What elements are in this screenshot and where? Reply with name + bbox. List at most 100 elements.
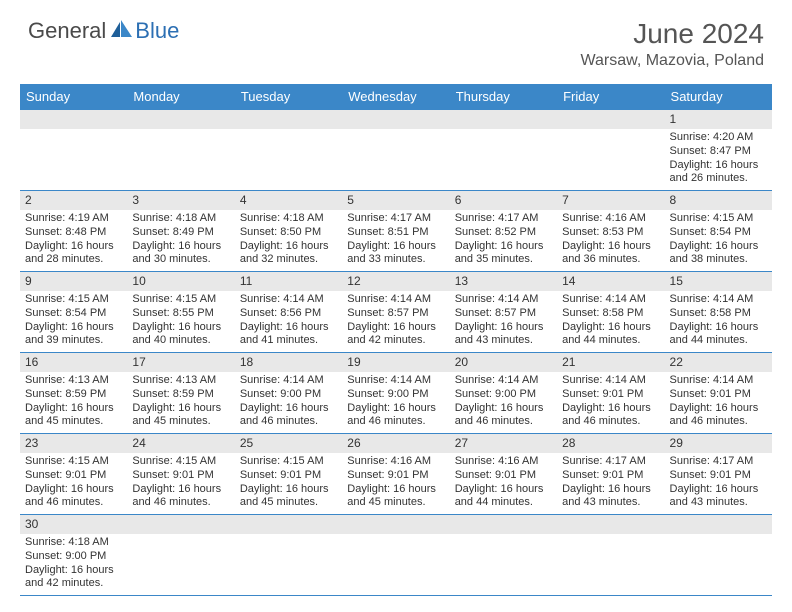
sunrise-text: Sunrise: 4:16 AM <box>562 212 659 226</box>
daylight-text-2: and 44 minutes. <box>562 334 659 348</box>
day-header: Thursday <box>450 84 557 110</box>
day-details: Sunrise: 4:20 AMSunset: 8:47 PMDaylight:… <box>665 129 772 190</box>
day-details: Sunrise: 4:14 AMSunset: 8:57 PMDaylight:… <box>450 291 557 352</box>
calendar-table: Sunday Monday Tuesday Wednesday Thursday… <box>20 84 772 596</box>
day-number: 16 <box>20 353 127 372</box>
day-details: Sunrise: 4:15 AMSunset: 8:54 PMDaylight:… <box>20 291 127 352</box>
sunset-text: Sunset: 9:01 PM <box>670 388 767 402</box>
calendar-day-cell: 20Sunrise: 4:14 AMSunset: 9:00 PMDayligh… <box>450 353 557 434</box>
daylight-text-2: and 44 minutes. <box>455 496 552 510</box>
sunset-text: Sunset: 9:01 PM <box>132 469 229 483</box>
day-number: 15 <box>665 272 772 291</box>
sunset-text: Sunset: 9:01 PM <box>25 469 122 483</box>
calendar-day-cell: 8Sunrise: 4:15 AMSunset: 8:54 PMDaylight… <box>665 191 772 272</box>
brand-logo: General Blue <box>28 18 179 44</box>
day-number: 3 <box>127 191 234 210</box>
calendar-week-row: 30Sunrise: 4:18 AMSunset: 9:00 PMDayligh… <box>20 515 772 596</box>
calendar-day-cell <box>450 515 557 596</box>
logo-sail-icon <box>111 20 133 43</box>
daylight-text: Daylight: 16 hours <box>132 402 229 416</box>
daylight-text: Daylight: 16 hours <box>25 321 122 335</box>
day-number: 13 <box>450 272 557 291</box>
sunrise-text: Sunrise: 4:17 AM <box>455 212 552 226</box>
sunrise-text: Sunrise: 4:18 AM <box>240 212 337 226</box>
day-number: 8 <box>665 191 772 210</box>
sunset-text: Sunset: 8:52 PM <box>455 226 552 240</box>
sunset-text: Sunset: 9:01 PM <box>347 469 444 483</box>
day-details: Sunrise: 4:14 AMSunset: 9:01 PMDaylight:… <box>665 372 772 433</box>
sunset-text: Sunset: 9:00 PM <box>455 388 552 402</box>
calendar-day-cell: 2Sunrise: 4:19 AMSunset: 8:48 PMDaylight… <box>20 191 127 272</box>
sunset-text: Sunset: 8:54 PM <box>25 307 122 321</box>
day-number: 23 <box>20 434 127 453</box>
day-details: Sunrise: 4:13 AMSunset: 8:59 PMDaylight:… <box>127 372 234 433</box>
daylight-text-2: and 43 minutes. <box>455 334 552 348</box>
month-title: June 2024 <box>581 18 764 50</box>
daylight-text: Daylight: 16 hours <box>562 321 659 335</box>
daylight-text: Daylight: 16 hours <box>25 564 122 578</box>
calendar-day-cell: 29Sunrise: 4:17 AMSunset: 9:01 PMDayligh… <box>665 434 772 515</box>
daylight-text: Daylight: 16 hours <box>25 402 122 416</box>
sunrise-text: Sunrise: 4:15 AM <box>670 212 767 226</box>
calendar-day-cell <box>557 515 664 596</box>
sunrise-text: Sunrise: 4:20 AM <box>670 131 767 145</box>
sunrise-text: Sunrise: 4:17 AM <box>670 455 767 469</box>
day-number: 6 <box>450 191 557 210</box>
day-number: 18 <box>235 353 342 372</box>
calendar-week-row: 23 Sunrise: 4:15 AMSunset: 9:01 PMDayligh… <box>20 434 772 515</box>
day-details: Sunrise: 4:13 AMSunset: 8:59 PMDaylight:… <box>20 372 127 433</box>
sunset-text: Sunset: 8:50 PM <box>240 226 337 240</box>
location-text: Warsaw, Mazovia, Poland <box>581 52 764 70</box>
daylight-text: Daylight: 16 hours <box>25 240 122 254</box>
calendar-day-cell <box>450 110 557 191</box>
day-details: Sunrise: 4:18 AMSunset: 8:50 PMDaylight:… <box>235 210 342 271</box>
daylight-text-2: and 44 minutes. <box>670 334 767 348</box>
day-number: 14 <box>557 272 664 291</box>
sunrise-text: Sunrise: 4:16 AM <box>455 455 552 469</box>
sunset-text: Sunset: 8:54 PM <box>670 226 767 240</box>
daylight-text: Daylight: 16 hours <box>240 402 337 416</box>
day-details: Sunrise: 4:17 AMSunset: 9:01 PMDaylight:… <box>557 453 664 514</box>
calendar-day-cell: 16Sunrise: 4:13 AMSunset: 8:59 PMDayligh… <box>20 353 127 434</box>
daylight-text: Daylight: 16 hours <box>455 402 552 416</box>
calendar-day-cell: 21Sunrise: 4:14 AMSunset: 9:01 PMDayligh… <box>557 353 664 434</box>
sunset-text: Sunset: 9:01 PM <box>562 469 659 483</box>
day-details: Sunrise: 4:14 AMSunset: 9:00 PMDaylight:… <box>342 372 449 433</box>
sunset-text: Sunset: 9:01 PM <box>455 469 552 483</box>
daylight-text-2: and 35 minutes. <box>455 253 552 267</box>
day-number: 28 <box>557 434 664 453</box>
daylight-text-2: and 41 minutes. <box>240 334 337 348</box>
daylight-text-2: and 32 minutes. <box>240 253 337 267</box>
sunset-text: Sunset: 8:59 PM <box>25 388 122 402</box>
day-number: 9 <box>20 272 127 291</box>
daylight-text: Daylight: 16 hours <box>347 321 444 335</box>
day-header: Sunday <box>20 84 127 110</box>
day-number: 21 <box>557 353 664 372</box>
calendar-day-cell: 14Sunrise: 4:14 AMSunset: 8:58 PMDayligh… <box>557 272 664 353</box>
daylight-text-2: and 40 minutes. <box>132 334 229 348</box>
title-block: June 2024 Warsaw, Mazovia, Poland <box>581 18 764 70</box>
day-details: Sunrise: 4:17 AMSunset: 8:52 PMDaylight:… <box>450 210 557 271</box>
sunrise-text: Sunrise: 4:14 AM <box>240 374 337 388</box>
sunrise-text: Sunrise: 4:15 AM <box>132 455 229 469</box>
day-number: 25 <box>235 434 342 453</box>
sunrise-text: Sunrise: 4:15 AM <box>132 293 229 307</box>
calendar-week-row: 16Sunrise: 4:13 AMSunset: 8:59 PMDayligh… <box>20 353 772 434</box>
calendar-day-cell: 5Sunrise: 4:17 AMSunset: 8:51 PMDaylight… <box>342 191 449 272</box>
daylight-text-2: and 45 minutes. <box>25 415 122 429</box>
daylight-text: Daylight: 16 hours <box>347 402 444 416</box>
day-details: Sunrise: 4:14 AMSunset: 8:58 PMDaylight:… <box>557 291 664 352</box>
day-number: 20 <box>450 353 557 372</box>
daylight-text-2: and 42 minutes. <box>347 334 444 348</box>
calendar-day-cell: 9Sunrise: 4:15 AMSunset: 8:54 PMDaylight… <box>20 272 127 353</box>
sunrise-text: Sunrise: 4:19 AM <box>25 212 122 226</box>
calendar-day-cell: 4Sunrise: 4:18 AMSunset: 8:50 PMDaylight… <box>235 191 342 272</box>
daylight-text: Daylight: 16 hours <box>562 240 659 254</box>
day-details: Sunrise: 4:17 AMSunset: 9:01 PMDaylight:… <box>665 453 772 514</box>
brand-part2: Blue <box>135 18 179 44</box>
day-number: 22 <box>665 353 772 372</box>
day-number: 7 <box>557 191 664 210</box>
day-details: Sunrise: 4:16 AMSunset: 9:01 PMDaylight:… <box>342 453 449 514</box>
day-details: Sunrise: 4:15 AMSunset: 9:01 PMDaylight:… <box>235 453 342 514</box>
day-number: 10 <box>127 272 234 291</box>
